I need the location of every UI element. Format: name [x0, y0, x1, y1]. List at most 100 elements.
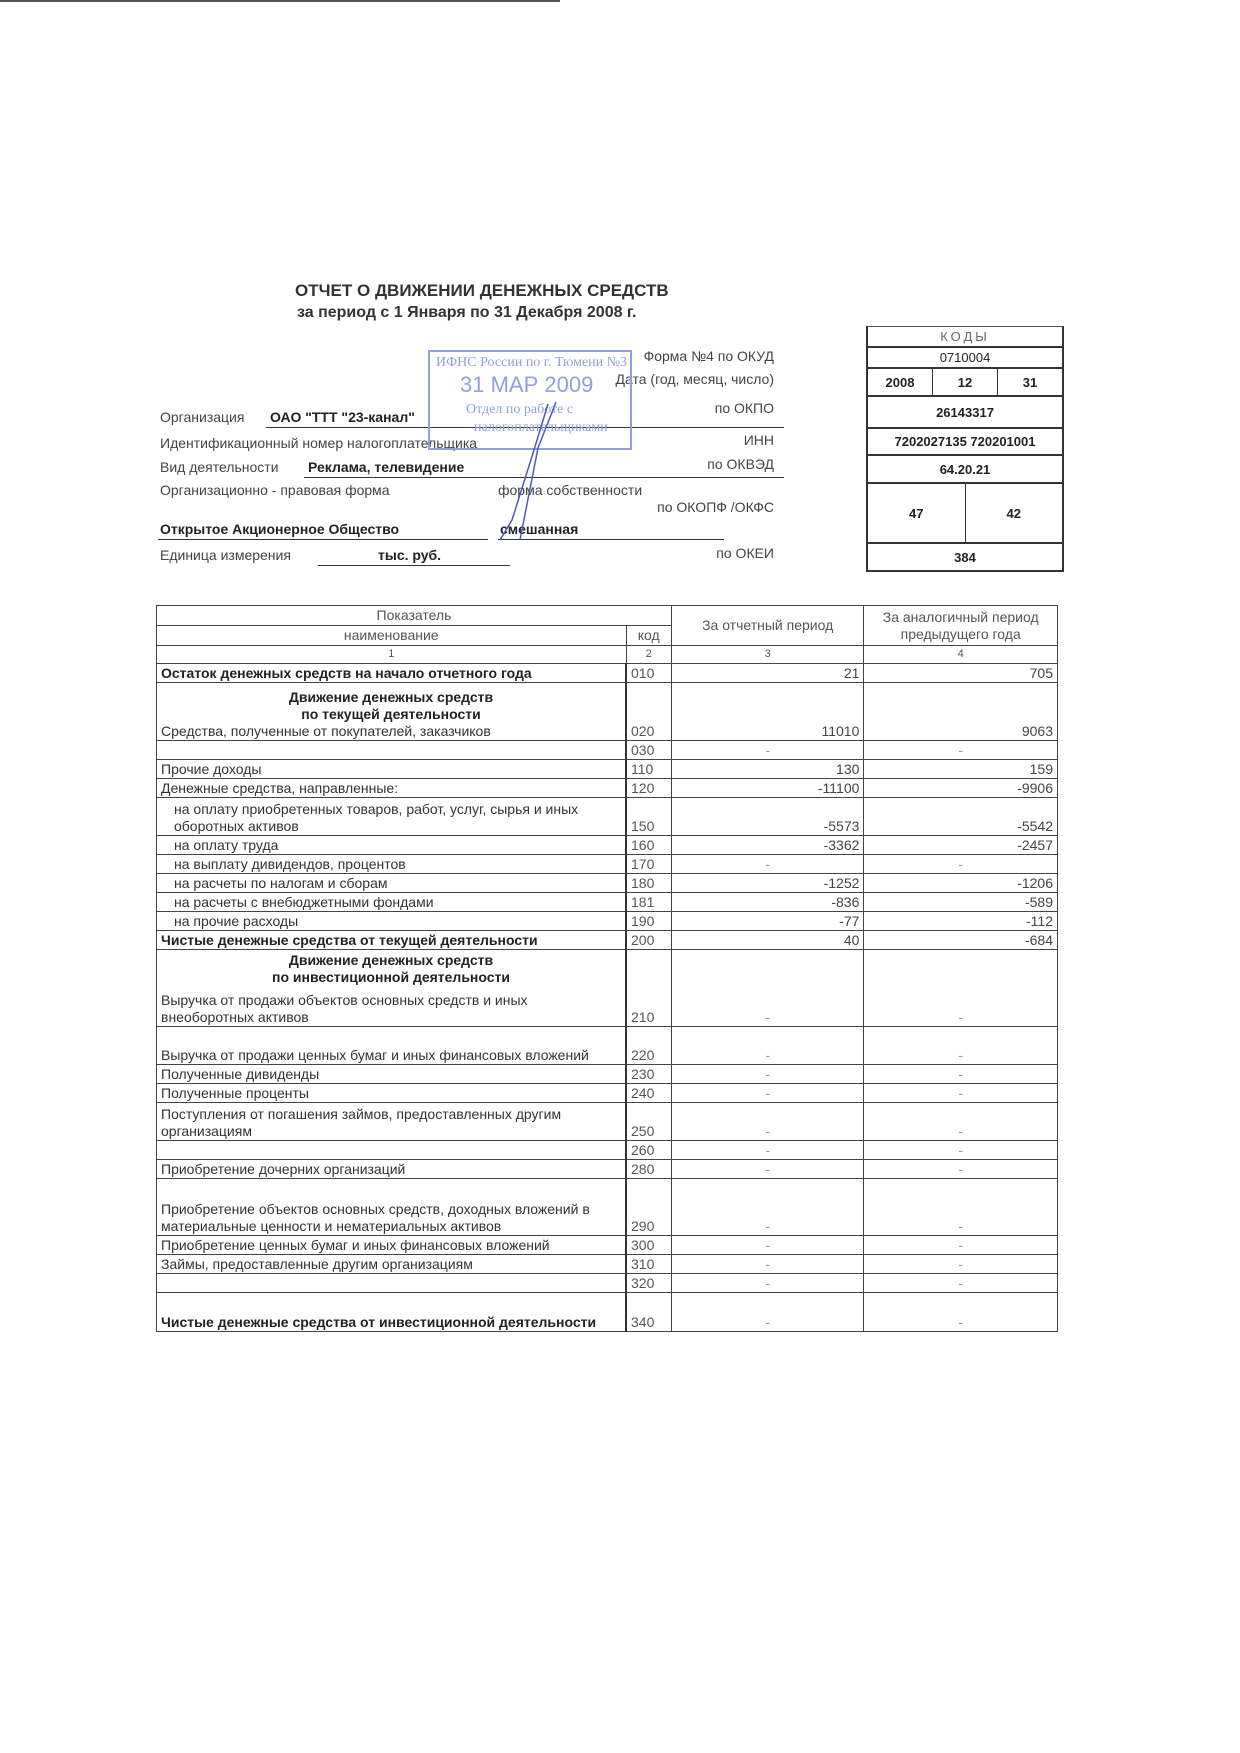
- tax-office-stamp: ИФНС России по г. Тюмени №3 31 МАР 2009 …: [428, 350, 632, 450]
- date-year: 2008: [885, 374, 915, 390]
- row-prev: -5542: [863, 797, 1058, 836]
- row-name: Движение денежных средств по текущей деят…: [156, 682, 627, 741]
- row-prev: -: [863, 740, 1058, 760]
- inn-code: 7202027135 720201001: [868, 427, 1062, 454]
- row-name: [156, 740, 627, 760]
- table-row: 260- -: [156, 1140, 1058, 1160]
- inn-code-label: ИНН: [743, 432, 774, 448]
- table-row: Движение денежных средств по инвестиционн…: [156, 949, 1058, 1027]
- row-label: Приобретение дочерних организаций: [161, 1161, 406, 1177]
- table-row: Полученные дивиденды 230- -: [156, 1064, 1058, 1084]
- section-heading: Движение денежных средств: [288, 689, 494, 705]
- row-code: 181: [624, 892, 672, 912]
- row-prev: -: [863, 949, 1058, 1027]
- row-code: 120: [624, 778, 672, 798]
- row-prev: 705: [863, 663, 1058, 683]
- signature-stroke: [499, 401, 557, 541]
- report-title: ОТЧЕТ О ДВИЖЕНИИ ДЕНЕЖНЫХ СРЕДСТВ: [295, 281, 669, 300]
- row-name: Чистые денежные средства от инвестиционн…: [156, 1292, 627, 1332]
- header-previous: За аналогичный период предыдущего года: [863, 605, 1058, 646]
- okei-label: по ОКЕИ: [716, 545, 774, 561]
- index-1: 1: [156, 645, 627, 664]
- row-name: [156, 1140, 627, 1160]
- table-row: Чистые денежные средства от инвестиционн…: [156, 1292, 1058, 1332]
- ownership-label: форма собственности: [498, 482, 643, 498]
- row-cur: 21: [670, 663, 865, 683]
- row-cur: -: [670, 1102, 865, 1141]
- okfs-code: 42: [964, 484, 1063, 542]
- row-code: 220: [624, 1026, 672, 1065]
- row-code: 180: [624, 873, 672, 893]
- section-heading: по инвестиционной деятельности: [271, 969, 510, 985]
- table-row: на оплату труда 160 -3362 -2457: [156, 835, 1058, 855]
- table-row: на оплату приобретенных товаров, работ, …: [156, 797, 1058, 836]
- table-row: на прочие расходы 190 -77 -112: [156, 911, 1058, 931]
- row-cur: -836: [670, 892, 865, 912]
- okei-code: 384: [868, 542, 1062, 570]
- org-value: ОАО "ТТТ "23-канал": [270, 409, 415, 425]
- activity-value: Реклама, телевидение: [308, 459, 465, 475]
- unit-label: Единица измерения: [160, 547, 291, 563]
- row-label: Полученные дивиденды: [161, 1066, 320, 1082]
- table-row: Займы, предоставленные другим организаци…: [156, 1254, 1058, 1274]
- cash-flow-table: Показатель За отчетный период За аналогичн…: [156, 605, 1058, 1332]
- index-3: 3: [670, 645, 865, 664]
- row-cur: -: [670, 1273, 865, 1293]
- row-prev: 9063: [863, 682, 1058, 741]
- row-name: Выручка от продажи ценных бумаг и иных ф…: [156, 1026, 627, 1065]
- row-name: на расчеты с внебюджетными фондами: [156, 892, 627, 912]
- table-row: на расчеты с внебюджетными фондами 181 -83…: [156, 892, 1058, 912]
- row-label: Выручка от продажи ценных бумаг и иных ф…: [161, 1047, 589, 1063]
- row-code: 030: [624, 740, 672, 760]
- row-label: Полученные проценты: [161, 1085, 309, 1101]
- row-name: Денежные средства, направленные:: [156, 778, 627, 798]
- row-prev: -9906: [863, 778, 1058, 798]
- row-code: 230: [624, 1064, 672, 1084]
- row-name: Движение денежных средств по инвестиционн…: [156, 949, 627, 1027]
- row-label: Прочие доходы: [161, 761, 262, 777]
- row-cur: -3362: [670, 835, 865, 855]
- org-underline: [266, 427, 784, 428]
- table-row: Поступления от погашения займов, предост…: [156, 1102, 1058, 1141]
- table-row: 030- -: [156, 740, 1058, 760]
- row-label: Чистые денежные средства от инвестиционн…: [161, 1314, 597, 1330]
- table-row: 320- -: [156, 1273, 1058, 1293]
- row-label: Чистые денежные средства от текущей деят…: [161, 932, 538, 948]
- okopf-code: 47: [909, 505, 924, 521]
- activity-label: Вид деятельности: [160, 459, 279, 475]
- row-name: Чистые денежные средства от текущей деят…: [156, 930, 627, 950]
- row-code: 320: [624, 1273, 672, 1293]
- row-label: Поступления от погашения займов, предост…: [161, 1106, 562, 1139]
- row-code: 150: [624, 797, 672, 836]
- row-prev: 159: [863, 759, 1058, 779]
- row-name: на расчеты по налогам и сборам: [156, 873, 627, 893]
- row-cur: -: [670, 949, 865, 1027]
- row-cur: -: [670, 740, 865, 760]
- table-row: Приобретение ценных бумаг и иных финансо…: [156, 1235, 1058, 1255]
- row-prev: -: [863, 1064, 1058, 1084]
- row-code: 300: [624, 1235, 672, 1255]
- row-prev: -589: [863, 892, 1058, 912]
- row-code: 190: [624, 911, 672, 931]
- legal-form-underline: [158, 539, 488, 540]
- row-prev: -: [863, 1026, 1058, 1065]
- row-code: 310: [624, 1254, 672, 1274]
- row-label: на расчеты по налогам и сборам: [174, 875, 388, 891]
- row-name: Приобретение объектов основных средств, …: [156, 1178, 627, 1236]
- row-cur: 11010: [670, 682, 865, 741]
- row-code: 210: [624, 949, 672, 1027]
- row-label: Приобретение объектов основных средств, …: [161, 1201, 590, 1234]
- row-code: 260: [624, 1140, 672, 1160]
- row-prev: -2457: [863, 835, 1058, 855]
- row-name: Остаток денежных средств на начало отчет…: [156, 663, 627, 683]
- okopf-label: по ОКОПФ /ОКФС: [657, 499, 774, 515]
- row-cur: -5573: [670, 797, 865, 836]
- stamp-date: 31 МАР 2009: [460, 372, 594, 397]
- row-cur: -1252: [670, 873, 865, 893]
- scan-edge-line: [0, 0, 560, 2]
- ownership-underline: [498, 539, 724, 540]
- legal-form-label: Организационно - правовая форма: [160, 482, 390, 498]
- row-name: [156, 1273, 627, 1293]
- row-code: 240: [624, 1083, 672, 1103]
- row-code: 250: [624, 1102, 672, 1141]
